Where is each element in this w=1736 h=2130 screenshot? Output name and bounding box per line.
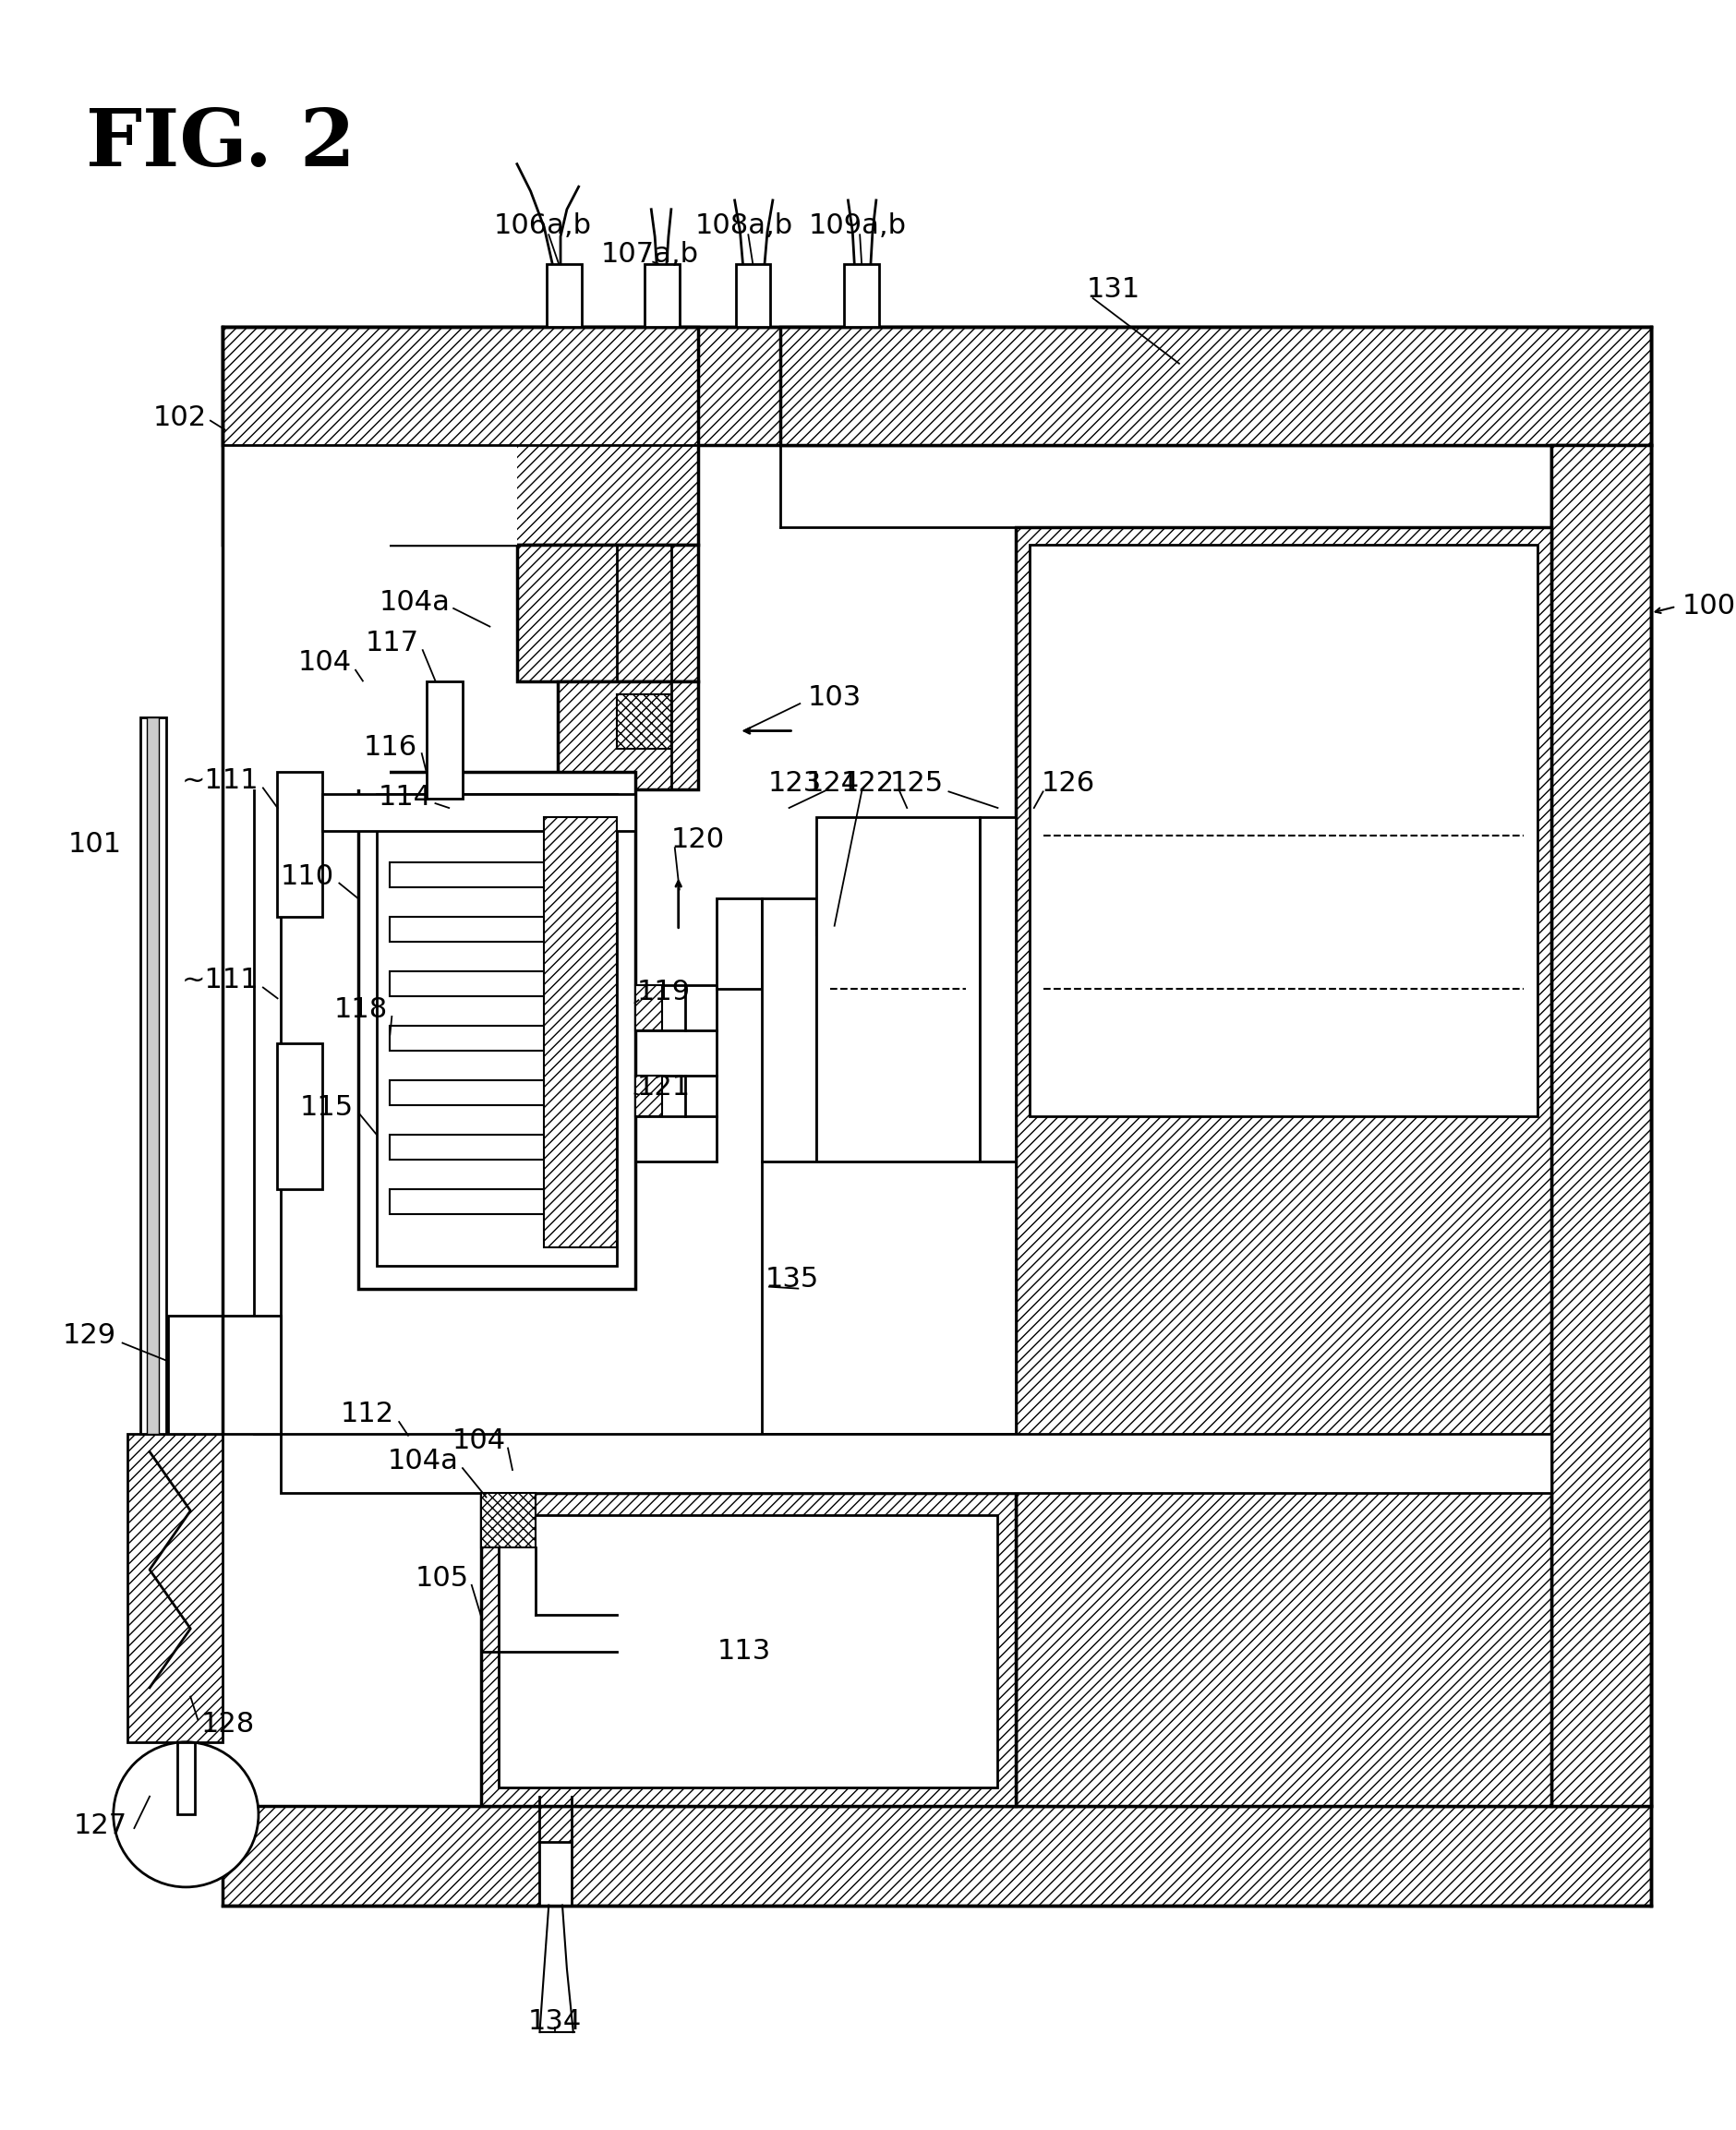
Bar bbox=[425, 682, 462, 799]
Text: 114: 114 bbox=[378, 784, 432, 809]
Text: 106a,b: 106a,b bbox=[493, 213, 590, 239]
Bar bbox=[222, 445, 517, 545]
Bar bbox=[321, 794, 635, 831]
Text: 135: 135 bbox=[766, 1265, 819, 1293]
Bar bbox=[1016, 526, 1550, 1806]
Bar bbox=[222, 328, 698, 545]
Bar bbox=[222, 545, 391, 790]
Bar bbox=[816, 899, 852, 935]
Bar bbox=[517, 545, 698, 682]
Text: 116: 116 bbox=[363, 733, 417, 760]
Bar bbox=[276, 1044, 321, 1189]
Bar bbox=[1550, 445, 1649, 1806]
Text: 117: 117 bbox=[365, 630, 418, 656]
Bar bbox=[762, 1161, 1016, 1433]
Bar bbox=[168, 1316, 281, 1433]
Text: 108a,b: 108a,b bbox=[694, 213, 792, 239]
Bar bbox=[222, 1806, 1649, 1904]
Text: FIG. 2: FIG. 2 bbox=[87, 104, 356, 183]
Bar bbox=[816, 818, 979, 1161]
Text: 128: 128 bbox=[201, 1710, 255, 1738]
Bar bbox=[391, 916, 543, 941]
Text: ~111: ~111 bbox=[181, 767, 259, 794]
Text: 109a,b: 109a,b bbox=[807, 213, 906, 239]
Text: 101: 101 bbox=[68, 831, 122, 858]
Text: 131: 131 bbox=[1087, 275, 1141, 302]
Text: 113: 113 bbox=[717, 1638, 771, 1666]
Text: 115: 115 bbox=[300, 1095, 354, 1120]
Bar bbox=[377, 794, 616, 1265]
Bar bbox=[253, 718, 281, 1433]
Text: 127: 127 bbox=[73, 1813, 127, 1838]
Polygon shape bbox=[127, 1433, 222, 1742]
Bar bbox=[644, 264, 679, 328]
Text: 107a,b: 107a,b bbox=[601, 241, 698, 268]
Text: 124: 124 bbox=[806, 771, 859, 797]
Bar bbox=[762, 899, 816, 1161]
Text: 103: 103 bbox=[807, 684, 861, 711]
Text: 102: 102 bbox=[153, 405, 207, 432]
Bar bbox=[779, 328, 1649, 445]
Bar bbox=[616, 694, 670, 750]
Text: 134: 134 bbox=[528, 2009, 582, 2034]
Bar bbox=[717, 899, 762, 988]
Bar bbox=[1029, 545, 1536, 1116]
Text: 122: 122 bbox=[840, 771, 894, 797]
Text: 120: 120 bbox=[670, 826, 724, 852]
Bar bbox=[481, 1493, 1016, 1806]
Bar bbox=[177, 1742, 194, 1815]
Bar bbox=[635, 984, 661, 1031]
Bar bbox=[391, 1189, 543, 1214]
Text: 125: 125 bbox=[889, 771, 943, 797]
Bar bbox=[391, 971, 543, 997]
Bar bbox=[498, 1514, 996, 1787]
Bar bbox=[141, 718, 167, 1433]
Text: ~111: ~111 bbox=[181, 967, 259, 993]
Text: 104: 104 bbox=[299, 650, 352, 675]
Bar bbox=[635, 1076, 661, 1116]
Bar bbox=[635, 1076, 684, 1116]
Bar bbox=[391, 1135, 543, 1159]
Text: 104a: 104a bbox=[387, 1448, 458, 1474]
Text: 119: 119 bbox=[637, 978, 689, 1005]
Bar bbox=[547, 264, 582, 328]
Bar bbox=[734, 264, 769, 328]
Bar bbox=[635, 984, 684, 1031]
Text: 112: 112 bbox=[340, 1399, 394, 1427]
Text: 104: 104 bbox=[451, 1427, 505, 1455]
Bar bbox=[557, 682, 698, 790]
Bar bbox=[391, 1080, 543, 1105]
Bar bbox=[281, 1433, 1550, 1493]
Bar bbox=[481, 1493, 535, 1546]
Text: 126: 126 bbox=[1040, 771, 1094, 797]
Bar bbox=[148, 718, 158, 1433]
Text: 118: 118 bbox=[335, 997, 387, 1022]
Text: 104a: 104a bbox=[378, 588, 450, 616]
Text: 105: 105 bbox=[415, 1566, 469, 1591]
Bar bbox=[358, 771, 635, 1289]
Bar bbox=[222, 328, 1649, 445]
Circle shape bbox=[113, 1742, 259, 1887]
Bar bbox=[543, 818, 616, 1248]
Bar bbox=[540, 1842, 571, 1904]
Bar bbox=[391, 1025, 543, 1050]
Bar bbox=[391, 863, 543, 888]
Bar bbox=[1550, 445, 1649, 1806]
Text: 121: 121 bbox=[637, 1074, 689, 1101]
Bar bbox=[276, 771, 321, 916]
Bar bbox=[844, 264, 878, 328]
Text: 123: 123 bbox=[767, 771, 821, 797]
Bar bbox=[979, 818, 1016, 1161]
Text: 110: 110 bbox=[279, 863, 333, 890]
Text: 129: 129 bbox=[62, 1323, 116, 1348]
Text: 100: 100 bbox=[1682, 592, 1736, 620]
